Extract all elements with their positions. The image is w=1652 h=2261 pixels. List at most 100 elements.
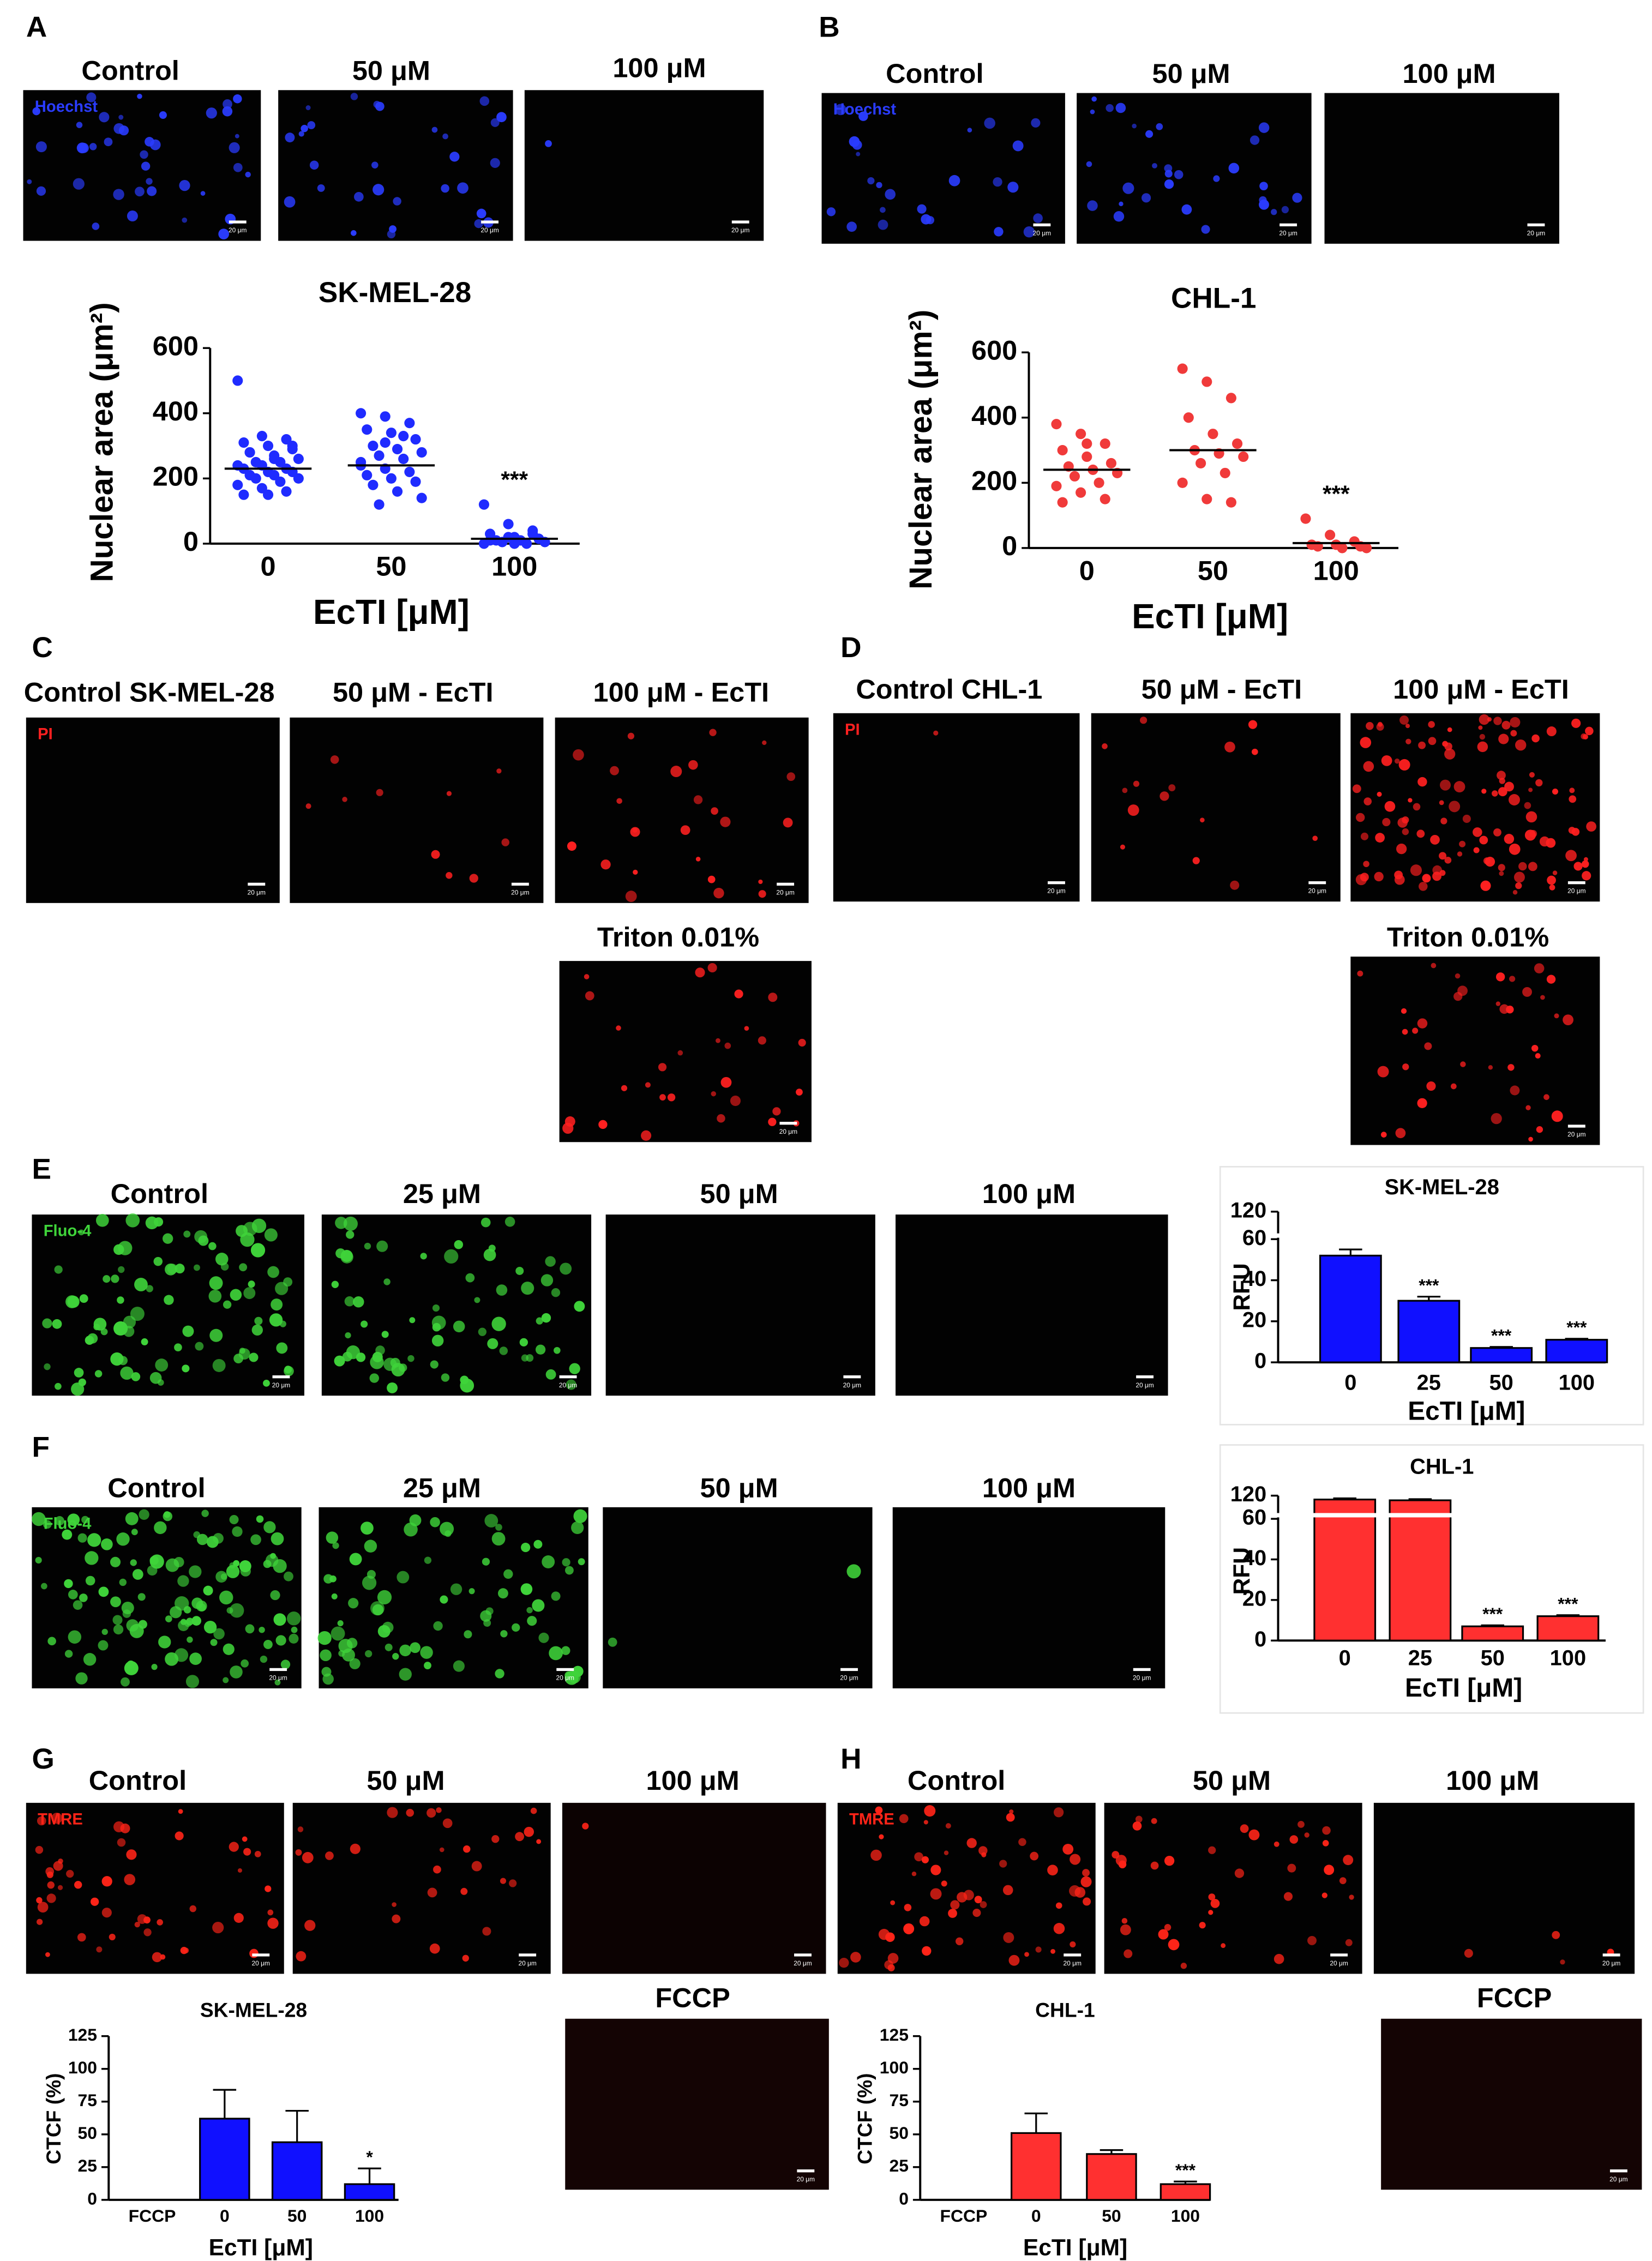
scale-bar-label: 20 μm [1330,1959,1348,1967]
cell [431,850,440,859]
data-point [416,447,427,458]
y-tick-label: 0 [183,526,199,557]
cell [122,1609,131,1618]
cell [420,1646,433,1659]
cell [1462,814,1471,823]
cell [846,1564,861,1579]
cell [430,1360,438,1369]
cell [118,115,124,120]
cell [1424,1042,1432,1050]
cell [1498,864,1505,871]
cell [567,841,576,851]
scale-bar-label: 20 μm [1609,2175,1627,2183]
cell [251,1324,263,1336]
cell [1439,870,1446,876]
cell [1498,733,1509,744]
data-point [256,431,267,442]
cell [330,755,339,764]
cell [476,208,486,219]
error-bar [1556,1614,1580,1616]
cell [479,96,490,106]
cell [1394,874,1405,885]
cell [1164,1924,1172,1931]
data-point [1300,513,1311,524]
cell [1525,1105,1531,1110]
cell [545,1369,556,1380]
cell [1375,833,1385,843]
scale-bar-label: 20 μm [248,888,266,896]
scale-bar-label: 20 μm [1133,1674,1151,1682]
cell [709,729,717,736]
cell [1569,795,1577,803]
cell [1398,759,1410,771]
cell [482,1927,491,1936]
cell [219,1590,233,1605]
cell [320,1649,332,1662]
cell [1447,727,1452,732]
cell [99,112,110,123]
y-tick-label: 0 [1254,1627,1266,1651]
cell [1208,1893,1216,1901]
cell [1322,1826,1331,1835]
y-tick-label: 25 [889,2156,908,2175]
cell [535,1344,546,1355]
cell [621,1085,628,1091]
cell [1360,873,1369,882]
cell [490,158,500,168]
cell [1395,1128,1406,1139]
cell [127,211,138,222]
cell [165,1615,172,1622]
cell [1122,787,1128,793]
cell [182,217,188,223]
cell [1402,828,1409,835]
cell [265,1885,272,1892]
cell [230,1665,243,1679]
cell [243,1287,256,1300]
cell [410,1642,420,1653]
cell [424,1662,431,1669]
data-point [1100,438,1110,449]
image-label: 50 μM [1193,1765,1271,1796]
cell [1376,723,1384,731]
cell [87,1333,98,1344]
cell [670,766,682,778]
x-tick-label: 100 [1550,1646,1586,1670]
cell [1273,1841,1279,1847]
cell [1164,1855,1175,1866]
scale-bar [731,220,749,224]
cell [1534,963,1545,973]
cell [203,1585,213,1596]
image-label: 100 μM [612,52,706,83]
image-label: 100 μM [1402,58,1495,89]
image-label: 50 μM [700,1178,778,1209]
data-point [293,473,304,484]
cell [870,1849,882,1861]
cell [392,1653,399,1660]
y-tick-label: 120 [1230,1198,1266,1222]
error-bar [1024,2112,1048,2133]
image-label: FCCP [1477,1982,1552,2013]
cell [549,1646,563,1661]
cell [1164,179,1174,189]
cell [1431,963,1437,969]
cell [155,1358,169,1372]
scale-bar-label: 20 μm [1063,1959,1081,1967]
cell [930,1888,942,1900]
cell [945,1823,951,1829]
cell [147,186,157,196]
cell [1546,975,1556,984]
cell [1345,1939,1353,1946]
panel-letter: B [819,11,839,44]
cell [223,99,232,109]
cell [1355,813,1365,822]
data-point [521,538,532,549]
cell [215,1253,229,1266]
cell [431,1334,444,1347]
bar [1086,2153,1137,2201]
significance: *** [1419,1275,1439,1295]
cell [540,1274,554,1286]
cell [625,891,637,902]
data-point [404,418,415,429]
scale-bar-label: 20 μm [1567,887,1585,895]
cell [798,1038,806,1047]
